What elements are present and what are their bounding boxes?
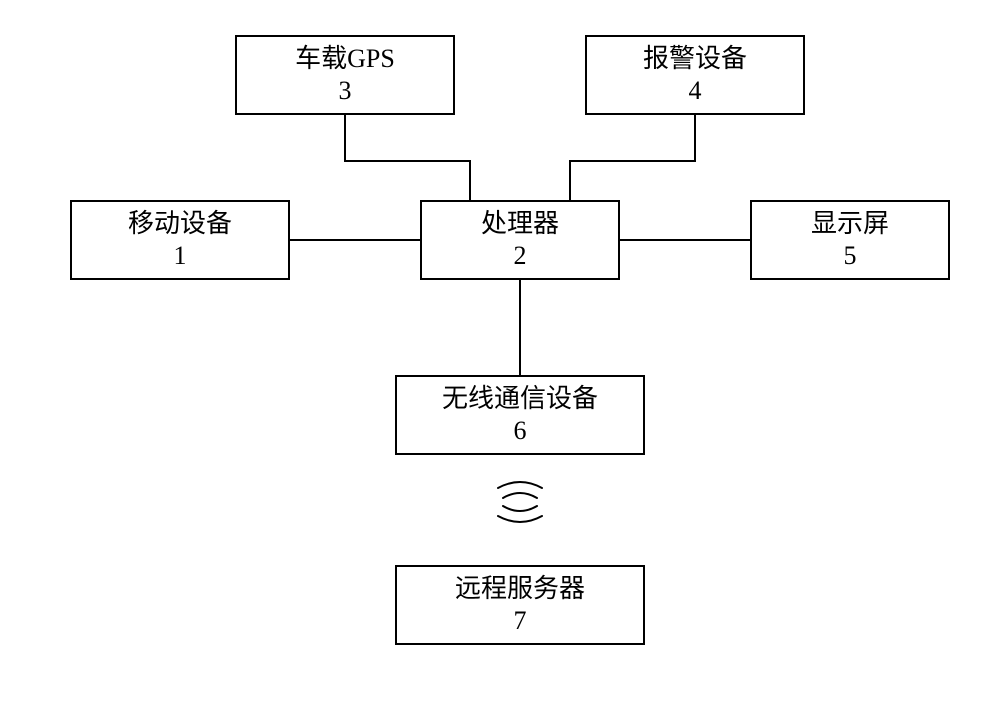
edge-processor-wireless <box>519 280 521 375</box>
node-alarm: 报警设备 4 <box>585 35 805 115</box>
node-server: 远程服务器 7 <box>395 565 645 645</box>
node-alarm-label: 报警设备 <box>643 43 747 76</box>
edge-gps-v <box>344 115 346 162</box>
edge-top-junction-left <box>344 160 471 162</box>
node-display-num: 5 <box>844 240 857 273</box>
node-alarm-num: 4 <box>689 75 702 108</box>
node-wireless: 无线通信设备 6 <box>395 375 645 455</box>
edge-junction-drop-right <box>569 160 571 200</box>
diagram-canvas: 移动设备 1 处理器 2 车载GPS 3 报警设备 4 显示屏 5 无线通信设备… <box>0 0 1000 725</box>
node-processor-num: 2 <box>514 240 527 273</box>
node-gps-label: 车载GPS <box>295 43 395 76</box>
node-mobile: 移动设备 1 <box>70 200 290 280</box>
node-processor-label: 处理器 <box>481 208 559 241</box>
edge-processor-display <box>620 239 750 241</box>
node-mobile-num: 1 <box>174 240 187 273</box>
node-processor: 处理器 2 <box>420 200 620 280</box>
node-server-num: 7 <box>514 605 527 638</box>
edge-top-junction-right <box>569 160 696 162</box>
edge-alarm-v <box>694 115 696 162</box>
node-gps-num: 3 <box>339 75 352 108</box>
edge-junction-drop-left <box>469 160 471 200</box>
edge-mobile-processor <box>290 239 420 241</box>
node-mobile-label: 移动设备 <box>128 208 232 241</box>
node-display: 显示屏 5 <box>750 200 950 280</box>
node-gps: 车载GPS 3 <box>235 35 455 115</box>
node-wireless-num: 6 <box>514 415 527 448</box>
node-wireless-label: 无线通信设备 <box>442 383 598 416</box>
wireless-icon <box>490 472 550 532</box>
node-display-label: 显示屏 <box>811 208 889 241</box>
node-server-label: 远程服务器 <box>455 573 585 606</box>
